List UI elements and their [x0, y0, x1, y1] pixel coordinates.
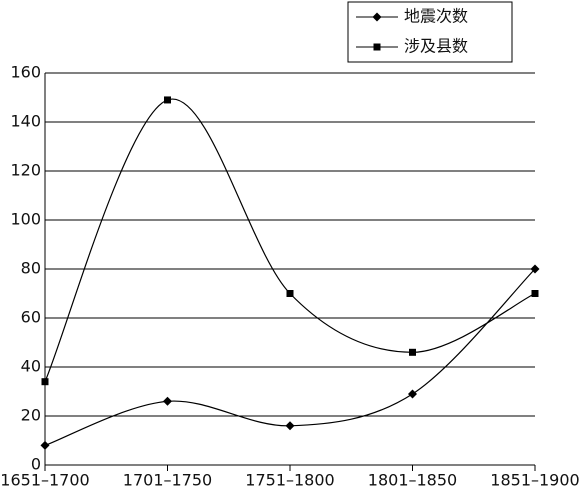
marker: [409, 348, 416, 356]
x-tick-label: 1701–1750: [123, 471, 212, 490]
y-tick-label: 140: [10, 112, 41, 131]
marker: [531, 290, 539, 297]
marker: [40, 440, 50, 450]
legend-box: [347, 1, 513, 63]
series-line: [44, 98, 536, 382]
x-tick-label: 1801–1850: [368, 471, 457, 490]
y-tick-label: 0: [31, 455, 41, 474]
x-tick-label: 1851–1900: [490, 471, 579, 490]
y-tick-label: 20: [21, 406, 41, 425]
y-tick-label: 120: [10, 161, 41, 180]
marker: [285, 421, 295, 431]
legend-label: 涉及县数: [404, 37, 468, 56]
marker: [286, 290, 294, 297]
marker: [408, 389, 417, 399]
marker: [373, 43, 381, 51]
marker: [530, 264, 540, 274]
y-tick-label: 60: [21, 308, 41, 327]
marker: [164, 96, 171, 104]
y-tick-label: 40: [21, 357, 41, 376]
marker: [41, 378, 49, 386]
y-tick-label: 80: [21, 259, 41, 278]
legend-label: 地震次数: [404, 7, 468, 26]
x-tick-label: 1651–1700: [0, 471, 89, 490]
marker: [372, 12, 382, 22]
y-tick-label: 160: [10, 63, 41, 82]
marker: [163, 396, 172, 406]
y-tick-label: 100: [10, 210, 41, 229]
x-tick-label: 1751–1800: [245, 471, 334, 490]
